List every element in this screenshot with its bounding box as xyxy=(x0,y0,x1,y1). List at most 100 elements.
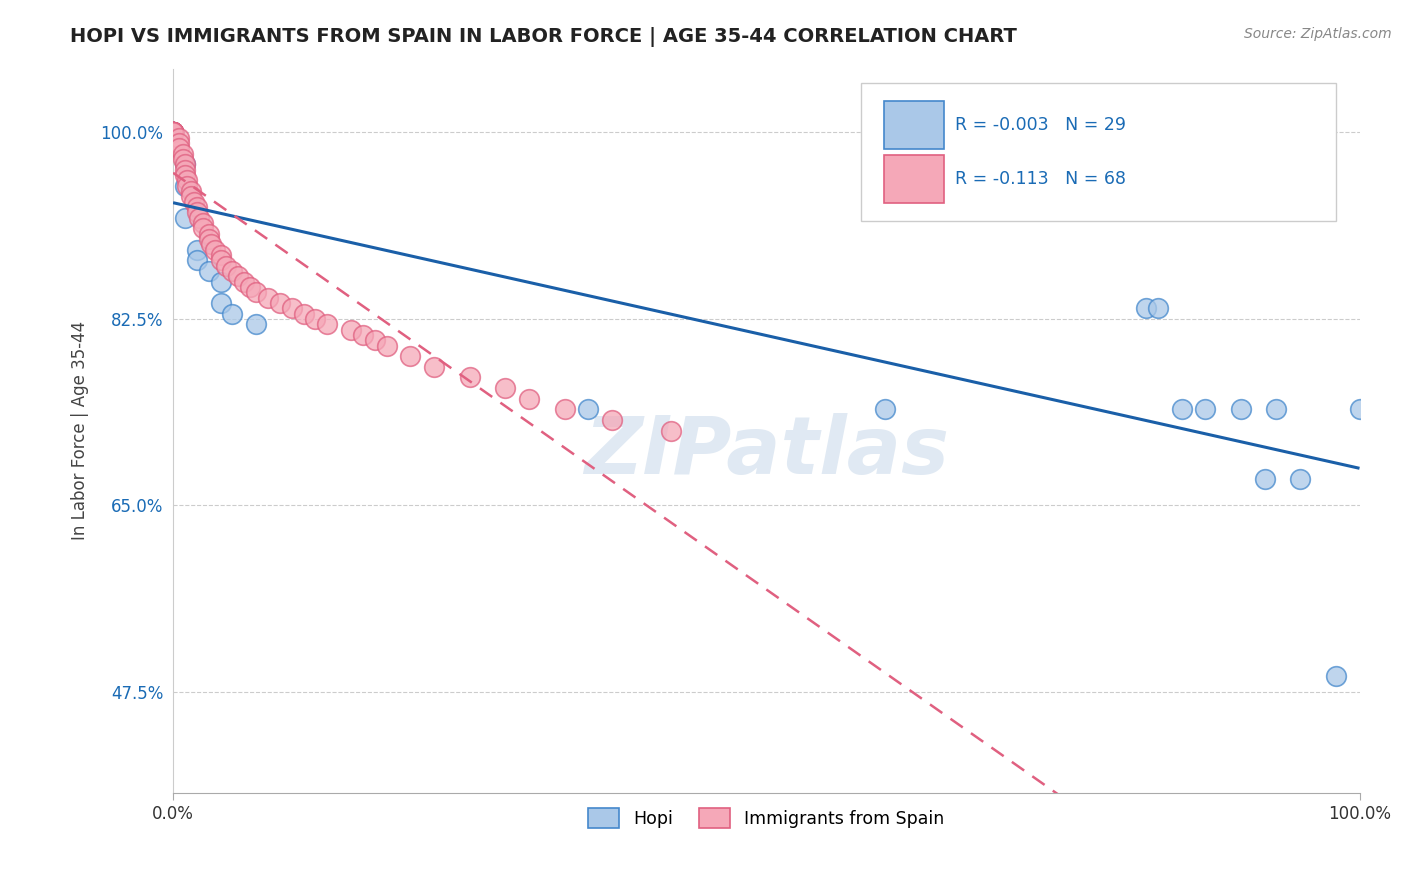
Point xyxy=(162,125,184,139)
Text: Source: ZipAtlas.com: Source: ZipAtlas.com xyxy=(1244,27,1392,41)
Point xyxy=(215,259,238,273)
Point xyxy=(209,275,232,289)
Point xyxy=(209,248,232,262)
Point xyxy=(221,307,243,321)
Point xyxy=(245,285,267,300)
Point xyxy=(233,275,256,289)
Point xyxy=(600,413,623,427)
Point xyxy=(1170,402,1192,417)
Point xyxy=(423,359,446,374)
Point xyxy=(162,125,184,139)
Point xyxy=(174,157,197,171)
Text: R = -0.003   N = 29: R = -0.003 N = 29 xyxy=(955,116,1126,134)
Point xyxy=(162,125,184,139)
Point xyxy=(292,307,315,321)
FancyBboxPatch shape xyxy=(862,83,1336,220)
Point xyxy=(458,370,481,384)
Point xyxy=(162,125,184,139)
Point xyxy=(162,125,184,139)
Point xyxy=(162,125,184,139)
Point xyxy=(162,125,184,139)
Point xyxy=(176,173,198,187)
Text: R = -0.113   N = 68: R = -0.113 N = 68 xyxy=(955,170,1126,188)
Point xyxy=(162,125,184,139)
Point xyxy=(191,221,214,235)
Point xyxy=(162,125,184,139)
Point xyxy=(174,178,197,193)
Point xyxy=(162,125,184,139)
Point xyxy=(245,317,267,331)
Point xyxy=(1194,402,1216,417)
Point xyxy=(172,146,194,161)
Point xyxy=(316,317,339,331)
Point xyxy=(162,125,184,139)
Point xyxy=(162,125,184,139)
Point xyxy=(172,152,194,166)
Point xyxy=(1265,402,1288,417)
Point xyxy=(1324,669,1347,683)
Point xyxy=(494,381,516,395)
Point xyxy=(162,125,184,139)
Point xyxy=(191,216,214,230)
Point xyxy=(204,243,226,257)
Point xyxy=(162,125,184,139)
Point xyxy=(257,291,280,305)
Point xyxy=(188,211,211,225)
Legend: Hopi, Immigrants from Spain: Hopi, Immigrants from Spain xyxy=(581,801,952,835)
Point xyxy=(340,322,363,336)
Point xyxy=(197,264,219,278)
Point xyxy=(1253,472,1275,486)
Point xyxy=(197,232,219,246)
Point xyxy=(1135,301,1157,316)
Point xyxy=(576,402,599,417)
Point xyxy=(554,402,576,417)
Point xyxy=(661,424,683,438)
Point xyxy=(162,125,184,139)
Point xyxy=(873,402,896,417)
Point xyxy=(221,264,243,278)
Point xyxy=(1146,301,1168,316)
Point xyxy=(209,296,232,310)
Point xyxy=(352,327,374,342)
Point xyxy=(186,205,208,219)
Point xyxy=(180,184,202,198)
Point xyxy=(162,125,184,139)
Point xyxy=(200,237,222,252)
Point xyxy=(1348,402,1371,417)
Point xyxy=(364,333,387,347)
Point xyxy=(180,189,202,203)
Point xyxy=(176,178,198,193)
Point xyxy=(174,157,197,171)
Point xyxy=(167,130,190,145)
Point xyxy=(399,349,422,363)
Point xyxy=(228,269,250,284)
Point xyxy=(209,253,232,268)
Point xyxy=(1230,402,1253,417)
Point xyxy=(304,312,326,326)
Point xyxy=(269,296,291,310)
Point xyxy=(186,243,208,257)
Point xyxy=(280,301,302,316)
Point xyxy=(186,253,208,268)
Point xyxy=(174,211,197,225)
Y-axis label: In Labor Force | Age 35-44: In Labor Force | Age 35-44 xyxy=(72,321,89,541)
Point xyxy=(162,125,184,139)
Point xyxy=(162,125,184,139)
Text: ZIPatlas: ZIPatlas xyxy=(583,414,949,491)
Point xyxy=(162,125,184,139)
Point xyxy=(162,125,184,139)
Point xyxy=(167,141,190,155)
FancyBboxPatch shape xyxy=(884,101,945,149)
Point xyxy=(162,125,184,139)
Point xyxy=(162,125,184,139)
Point xyxy=(239,280,262,294)
Point xyxy=(186,200,208,214)
Point xyxy=(162,125,184,139)
Point xyxy=(167,136,190,150)
Point xyxy=(1289,472,1312,486)
Point xyxy=(162,125,184,139)
Text: HOPI VS IMMIGRANTS FROM SPAIN IN LABOR FORCE | AGE 35-44 CORRELATION CHART: HOPI VS IMMIGRANTS FROM SPAIN IN LABOR F… xyxy=(70,27,1017,46)
Point xyxy=(162,125,184,139)
Point xyxy=(174,168,197,182)
Point xyxy=(197,227,219,241)
